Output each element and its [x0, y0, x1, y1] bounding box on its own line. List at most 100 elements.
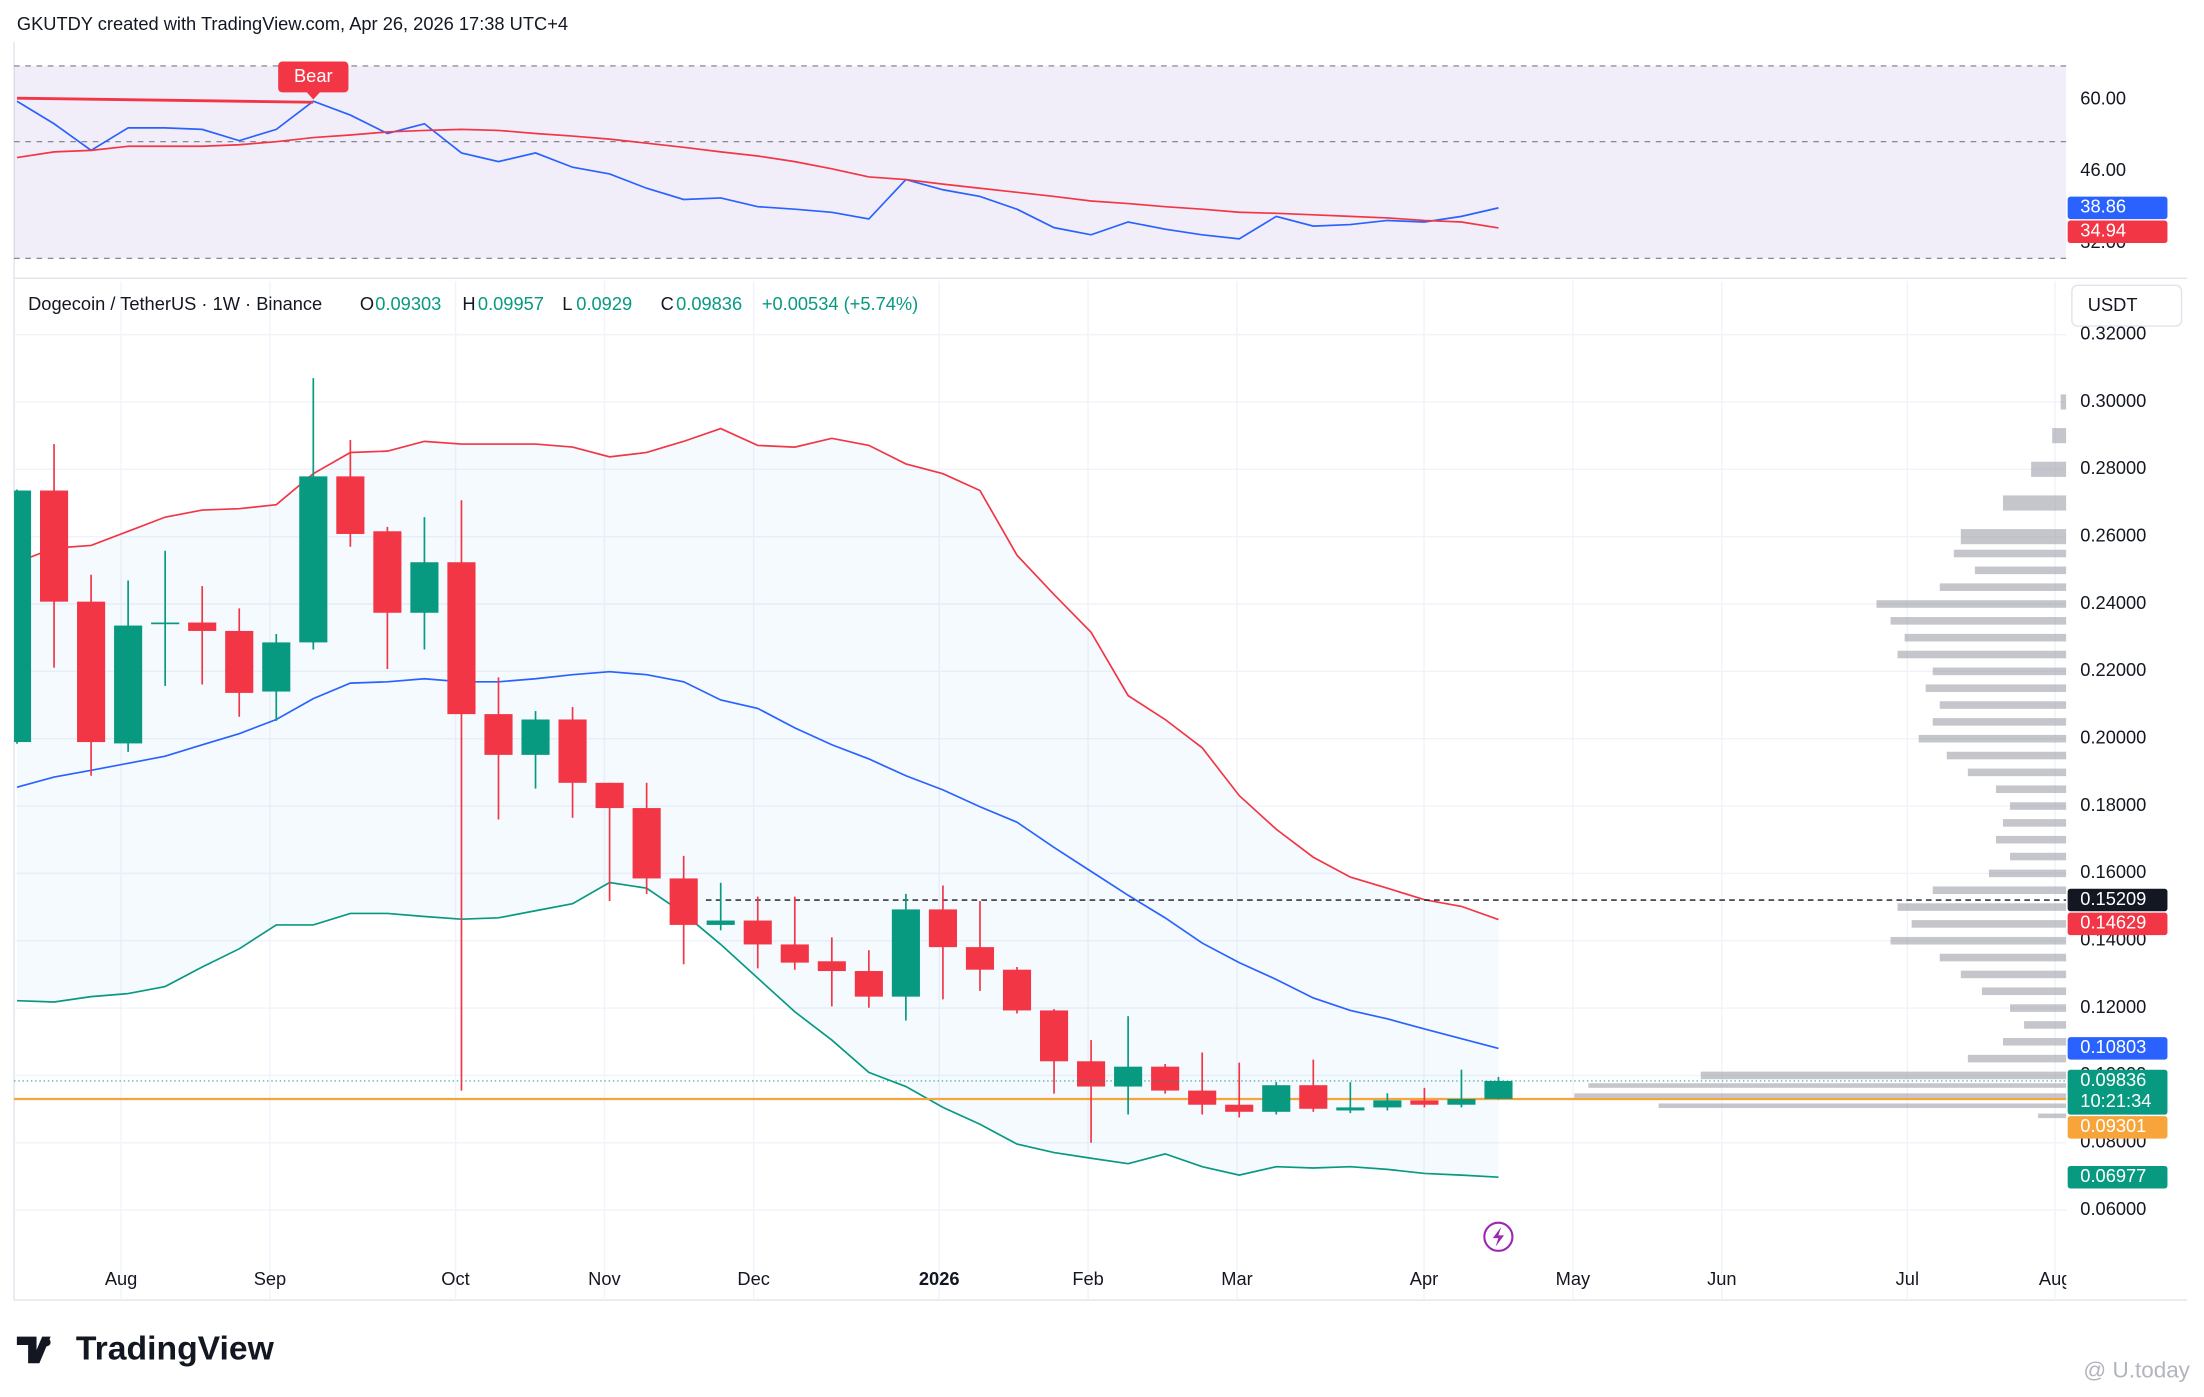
candle-body — [1039, 1010, 1069, 1062]
x-tick-label: Mar — [1221, 1268, 1252, 1289]
volume-profile-bar — [1974, 566, 2067, 575]
candle-body — [336, 476, 365, 534]
x-tick-label: 2026 — [919, 1268, 960, 1289]
volume-profile-bar — [1658, 1103, 2067, 1109]
currency-button[interactable] — [2071, 284, 2183, 327]
rsi-line — [16, 100, 1499, 240]
volume-profile-bar — [1890, 617, 2067, 625]
candle-body — [1002, 969, 1032, 1011]
divergence-label-pointer — [306, 91, 321, 100]
price-badge — [2067, 220, 2168, 244]
volume-profile-bar — [1946, 751, 2067, 760]
time-axis: Aug Sep Oct Nov Dec 2026 Feb Mar Apr May Jun Jul Aug — [105, 1268, 2066, 1289]
candle-body — [669, 878, 698, 925]
volume-profile-bar — [1588, 1083, 2067, 1088]
candle-body — [114, 625, 143, 744]
candle-body — [780, 944, 809, 963]
ohlc-label: C — [661, 293, 674, 314]
candle-body — [225, 630, 254, 693]
candle-body — [1077, 1061, 1106, 1087]
ohlc-value: 0.0929 — [576, 293, 632, 314]
y-tick-label: 0.06000 — [2080, 1198, 2146, 1219]
x-tick-label: Aug — [105, 1268, 138, 1289]
candle-body — [447, 562, 476, 715]
candle-body — [595, 782, 624, 809]
volume-profile-bar — [1995, 785, 2067, 793]
candle-body — [1410, 1100, 1439, 1105]
volume-profile-bar — [2060, 394, 2067, 410]
candle-body — [1151, 1066, 1180, 1091]
price-badge-label: 0.15209 — [2080, 888, 2146, 909]
candle-body — [484, 714, 513, 755]
x-tick-label: Jul — [1896, 1268, 1919, 1289]
candle-body — [817, 961, 846, 972]
divergence-label-box — [278, 61, 349, 93]
bb-lower — [16, 881, 1499, 1179]
event-bolt — [1492, 1226, 1505, 1247]
candle-body — [928, 909, 957, 948]
currency: USDT — [2088, 294, 2138, 315]
y-tick-label: 0.32000 — [2080, 322, 2146, 343]
volume-profile-bar — [1897, 650, 2067, 659]
bb-basis — [16, 670, 1499, 1050]
x-tick-label: Apr — [1410, 1268, 1438, 1289]
candle-body — [558, 719, 587, 783]
price-badge-label: 38.86 — [2080, 196, 2126, 217]
volume-profile-bar — [1904, 633, 2067, 642]
rsi-band-fill — [14, 65, 2067, 259]
candle-body — [1336, 1107, 1365, 1111]
volume-profile-bar — [2002, 819, 2067, 827]
volume-profile-bar — [1988, 869, 2067, 878]
x-tick-label: Dec — [737, 1268, 769, 1289]
price-badge — [2067, 196, 2168, 220]
volume-profile-bar — [1995, 835, 2067, 844]
volume-profile-bar — [1918, 734, 2067, 743]
ohlc-value: 0.09957 — [478, 293, 544, 314]
event-icon[interactable] — [1483, 1221, 1514, 1252]
x-tick-label: Oct — [441, 1268, 469, 1289]
volume-profile-bar — [2038, 1113, 2067, 1119]
y-tick-label: 0.24000 — [2080, 592, 2146, 613]
volume-profile-bar — [1897, 903, 2067, 911]
volume-profile-bar — [1967, 768, 2067, 777]
watermark: @ U.today — [2083, 1358, 2190, 1383]
symbol-title: Dogecoin / TetherUS · 1W · Binance — [28, 293, 322, 314]
price-badge-label: 0.09836 — [2080, 1069, 2146, 1090]
volume-profile-bar — [1932, 886, 2067, 895]
price-badge-label: 34.94 — [2080, 220, 2126, 241]
volume-profile-bar — [2052, 428, 2067, 444]
volume-profile-bar — [1911, 920, 2067, 928]
volume-profile-bar — [1967, 1054, 2067, 1063]
candle-body — [188, 622, 217, 631]
y-tick-label: 0.20000 — [2080, 727, 2146, 748]
candle-body — [1373, 1100, 1402, 1108]
candle-body — [77, 601, 106, 743]
y-tick-label: 0.30000 — [2080, 390, 2146, 411]
candle-body — [14, 490, 32, 743]
header-title: GKUTDY created with TradingView.com, Apr… — [17, 13, 568, 34]
volume-profile-bar — [1932, 667, 2067, 676]
x-tick-label: Sep — [254, 1268, 287, 1289]
volume-profile-bar — [1981, 987, 2067, 996]
volume-profile-bar — [1890, 936, 2067, 945]
y-tick-label: 60.00 — [2080, 88, 2126, 109]
candle-body — [410, 562, 439, 613]
price-badge-label: 0.10803 — [2080, 1036, 2146, 1057]
volume-profile-bar — [2010, 852, 2067, 861]
price-badge — [2067, 1069, 2168, 1115]
volume-profile-bar — [1876, 600, 2067, 608]
price-badge — [2067, 1165, 2168, 1189]
legend: Dogecoin / TetherUS · 1W · Binance O 0.0… — [28, 293, 918, 314]
change: +0.00534 (+5.74%) — [762, 293, 918, 314]
y-tick-label: 0.12000 — [2080, 996, 2146, 1017]
candle-body — [632, 808, 661, 879]
ohlc-value: 0.09303 — [375, 293, 441, 314]
candle-body — [743, 920, 772, 945]
price-pane — [14, 378, 2067, 1179]
candle-body — [39, 490, 69, 602]
volume-profile-bar — [1960, 970, 2067, 979]
candle-body — [1225, 1104, 1254, 1112]
price-badge — [2067, 1037, 2168, 1060]
volume-profile-bar — [1574, 1093, 2067, 1098]
volume-profile-bar — [2002, 495, 2067, 511]
